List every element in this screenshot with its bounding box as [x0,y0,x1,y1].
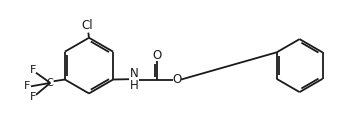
Text: O: O [153,49,162,62]
Text: F: F [30,92,37,102]
Text: O: O [172,73,182,86]
Text: Cl: Cl [82,19,93,32]
Text: N
H: N H [130,67,139,92]
Text: F: F [30,65,37,75]
Text: F: F [24,81,31,91]
Text: C: C [47,78,54,88]
